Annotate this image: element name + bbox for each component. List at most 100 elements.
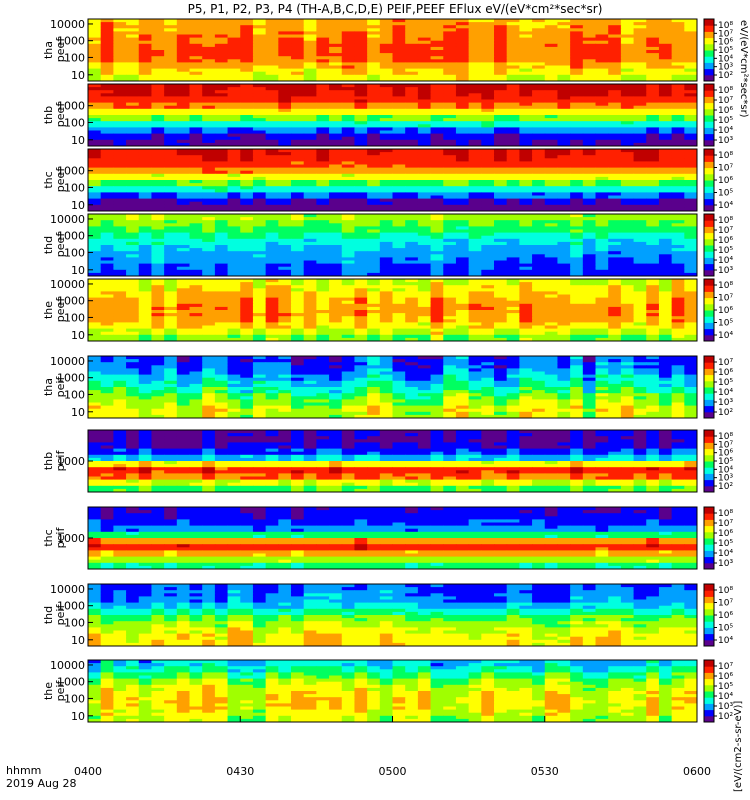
heat-cell [151, 325, 165, 330]
heat-cell [341, 319, 355, 323]
heat-cell [113, 173, 127, 178]
heat-cell [240, 201, 254, 206]
heat-cell [468, 139, 482, 144]
heat-cell [367, 310, 381, 314]
heat-cell [151, 130, 165, 135]
heat-cell [417, 229, 432, 234]
y-tick-label: 10000 [50, 278, 85, 291]
heat-cell [113, 43, 127, 48]
heat-cell [684, 176, 698, 181]
heat-cell [379, 282, 393, 286]
heat-cell [252, 269, 267, 274]
heat-cell [113, 269, 127, 274]
heat-cell [570, 105, 584, 110]
heat-cell [658, 279, 673, 283]
heat-cell [138, 303, 152, 308]
heat-cell [405, 279, 419, 283]
heat-cell [316, 136, 330, 141]
heat-cell [341, 226, 355, 230]
heat-cell [658, 229, 673, 234]
heat-cell [582, 115, 596, 119]
heat-cell [329, 74, 343, 79]
heat-cell [417, 19, 432, 23]
heat-cell [329, 291, 343, 295]
heat-cell [278, 217, 292, 221]
heat-cell [646, 46, 660, 51]
heat-cell [430, 316, 444, 320]
heat-cell [151, 241, 165, 246]
heat-cell [214, 37, 229, 42]
heat-cell [455, 235, 470, 240]
heat-cell [329, 136, 343, 141]
heat-cell [430, 176, 444, 181]
heat-cell [265, 201, 279, 206]
heat-cell [494, 34, 508, 39]
heat-cell [494, 108, 508, 113]
heat-cell [354, 238, 368, 243]
heat-cell [265, 207, 279, 212]
heat-cell [291, 229, 305, 234]
heat-cell [329, 183, 343, 187]
heat-cell [303, 325, 317, 330]
heat-cell [367, 142, 381, 147]
heat-cell [164, 356, 178, 360]
heat-cell [88, 266, 102, 271]
heat-cell [240, 71, 254, 76]
heat-cell [646, 260, 660, 265]
heat-cell [506, 102, 520, 107]
heat-cell [481, 263, 495, 268]
heat-cell [316, 108, 330, 113]
heat-cell [481, 158, 495, 162]
heat-cell [544, 288, 558, 292]
heat-cell [595, 105, 609, 110]
heat-cell [189, 198, 203, 203]
heat-cell [151, 303, 165, 308]
heat-cell [481, 99, 495, 104]
heat-cell [138, 226, 152, 230]
heat-cell [164, 251, 178, 255]
heat-cell [329, 142, 343, 147]
heat-cell [227, 84, 241, 88]
heat-cell [164, 306, 178, 311]
heat-cell [227, 195, 241, 200]
heat-cell [278, 152, 292, 156]
heat-cell [176, 90, 190, 94]
heat-cell [176, 245, 190, 249]
heat-cell [164, 248, 178, 252]
heat-cell [570, 136, 584, 141]
heat-cell [443, 316, 457, 320]
heat-cell [570, 93, 584, 97]
heat-cell [202, 142, 216, 147]
heat-cell [570, 334, 584, 339]
heat-cell [392, 251, 406, 255]
heat-cell [379, 288, 393, 292]
heat-cell [88, 313, 102, 317]
heat-cell [582, 204, 596, 209]
heat-cell [506, 111, 520, 116]
heat-cell [252, 102, 267, 107]
heat-cell [455, 34, 470, 39]
heat-cell [658, 214, 673, 218]
heat-cell [265, 93, 279, 97]
heat-cell [582, 322, 596, 326]
heat-cell [100, 111, 114, 116]
heat-cell [265, 34, 279, 39]
heat-cell [278, 251, 292, 255]
heat-cell [570, 108, 584, 113]
heat-cell [113, 235, 127, 240]
heat-cell [100, 50, 114, 54]
heat-cell [506, 285, 520, 289]
heat-cell [684, 59, 698, 63]
heat-cell [532, 180, 546, 184]
heat-cell [620, 294, 635, 299]
heat-cell [443, 34, 457, 39]
heat-cell [329, 19, 343, 23]
heat-cell [252, 245, 267, 249]
heat-cell [329, 167, 343, 172]
heat-cell [506, 198, 520, 203]
heat-cell [126, 266, 140, 271]
heat-cell [443, 214, 457, 218]
heat-cell [240, 84, 254, 88]
heat-cell [202, 183, 216, 187]
heat-cell [227, 356, 241, 360]
